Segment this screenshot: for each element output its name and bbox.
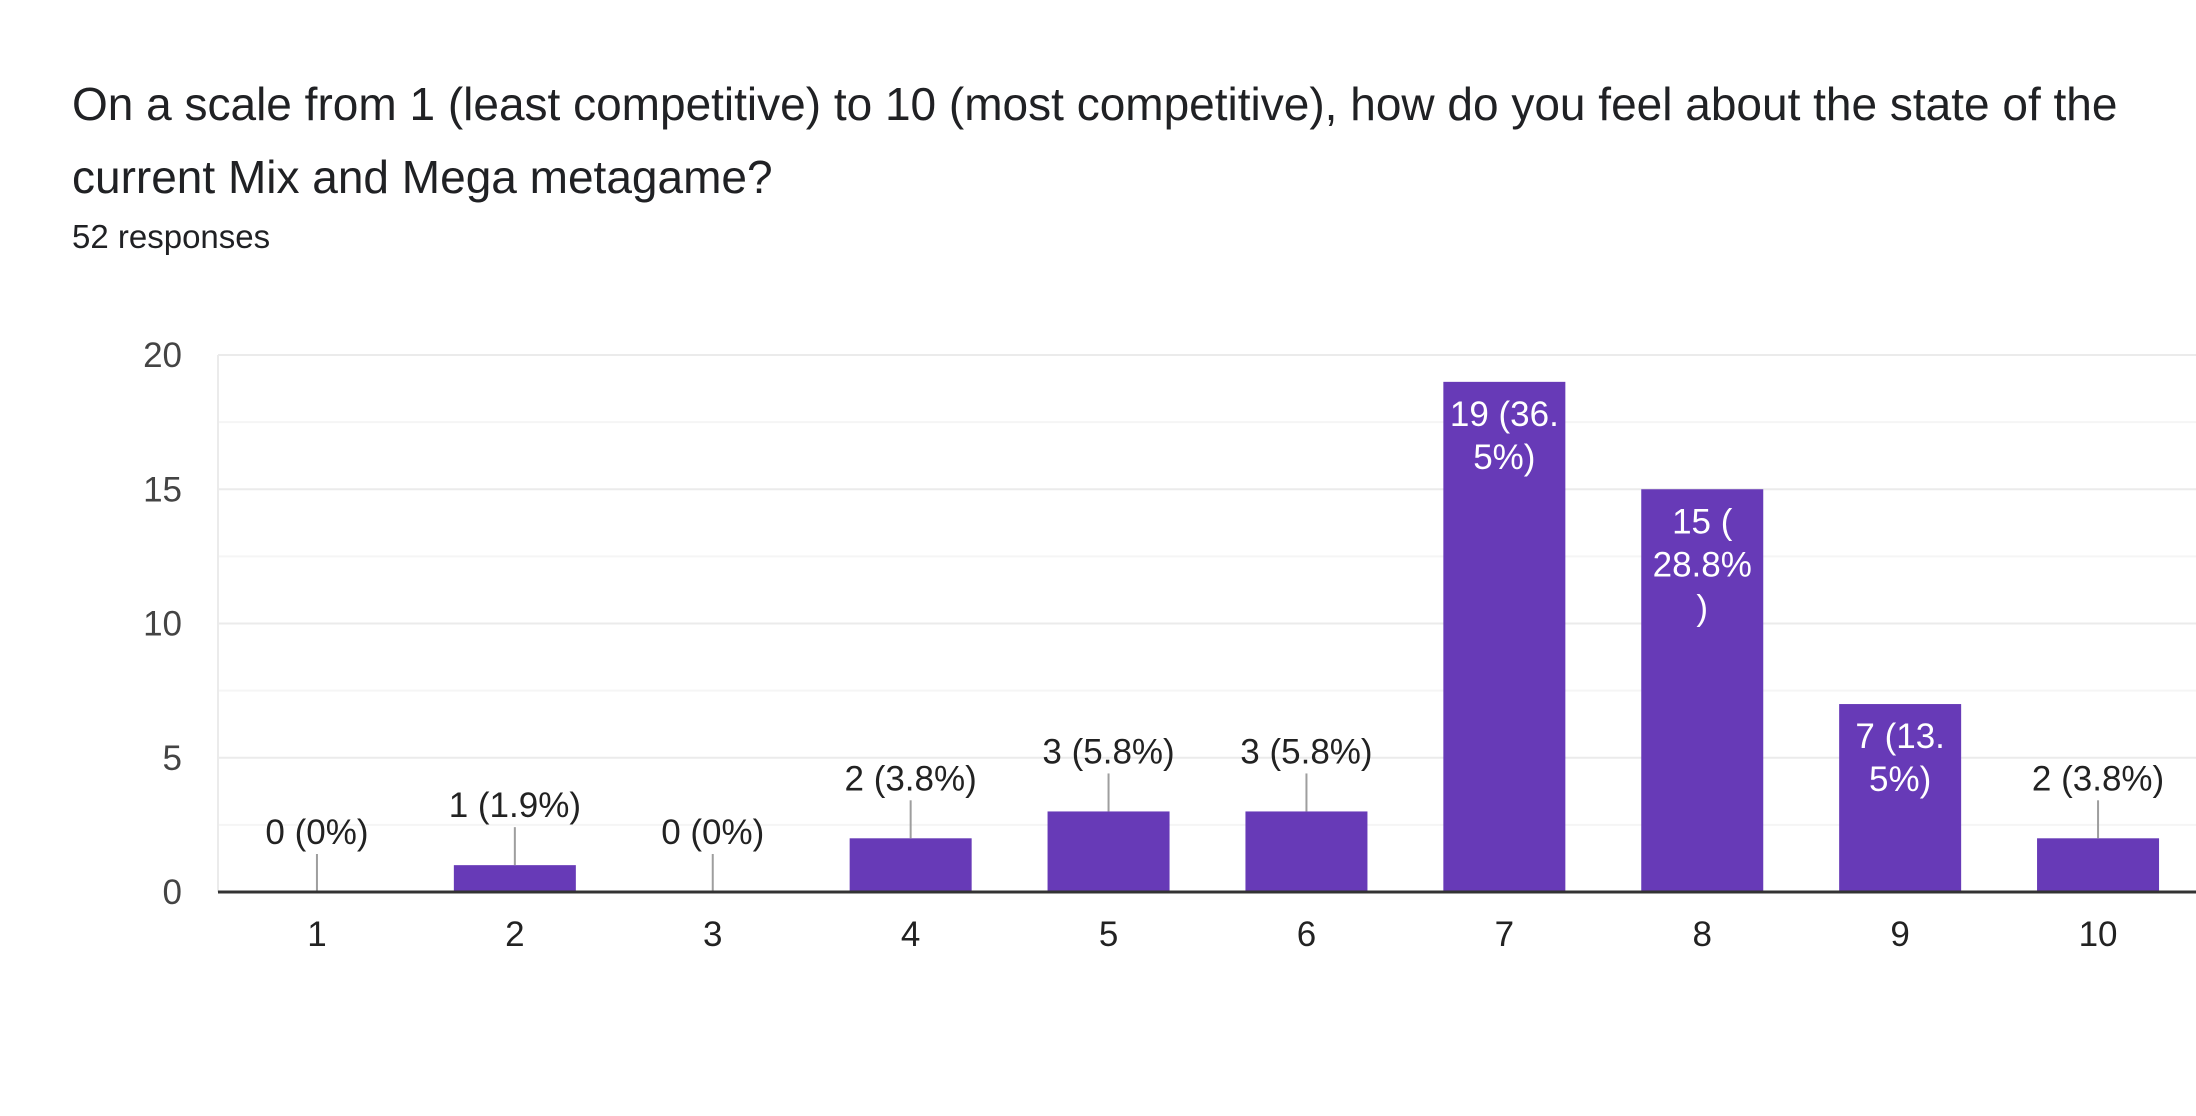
data-label: 5%)	[1473, 438, 1535, 477]
y-tick-label: 5	[163, 739, 182, 778]
data-label: 3 (5.8%)	[1240, 732, 1372, 771]
bar	[2037, 838, 2160, 892]
question-title: On a scale from 1 (least competitive) to…	[72, 78, 2118, 203]
y-tick-label: 10	[143, 605, 182, 644]
response-count: 52 responses	[72, 218, 271, 255]
data-label: 7 (13.	[1855, 717, 1945, 756]
bar	[1047, 811, 1170, 892]
x-tick-label: 1	[307, 915, 326, 954]
data-label: 2 (3.8%)	[2032, 759, 2164, 798]
x-tick-label: 3	[703, 915, 722, 954]
y-tick-label: 0	[163, 873, 182, 912]
x-tick-label: 4	[901, 915, 920, 954]
data-label: 1 (1.9%)	[449, 786, 581, 825]
x-tick-label: 7	[1495, 915, 1514, 954]
bar	[1443, 381, 1566, 892]
bar	[849, 838, 972, 892]
data-label: 0 (0%)	[661, 813, 764, 852]
x-tick-label: 10	[2079, 915, 2118, 954]
x-tick-label: 8	[1693, 915, 1712, 954]
data-label: 28.8%	[1653, 545, 1752, 584]
data-label: 0 (0%)	[265, 813, 368, 852]
bar	[1839, 704, 1962, 892]
y-tick-label: 15	[143, 470, 182, 509]
x-tick-label: 2	[505, 915, 524, 954]
x-tick-label: 9	[1890, 915, 1909, 954]
data-label: 5%)	[1869, 760, 1931, 799]
bar	[1245, 811, 1368, 892]
data-label: 15 (	[1672, 502, 1733, 541]
bar	[1641, 489, 1764, 892]
data-label: 3 (5.8%)	[1042, 732, 1174, 771]
bar	[453, 865, 576, 892]
x-tick-label: 6	[1297, 915, 1316, 954]
y-tick-label: 20	[143, 336, 182, 375]
data-label: 2 (3.8%)	[845, 759, 977, 798]
data-label: )	[1696, 588, 1708, 627]
data-label: 19 (36.	[1450, 395, 1559, 434]
x-tick-label: 5	[1099, 915, 1118, 954]
